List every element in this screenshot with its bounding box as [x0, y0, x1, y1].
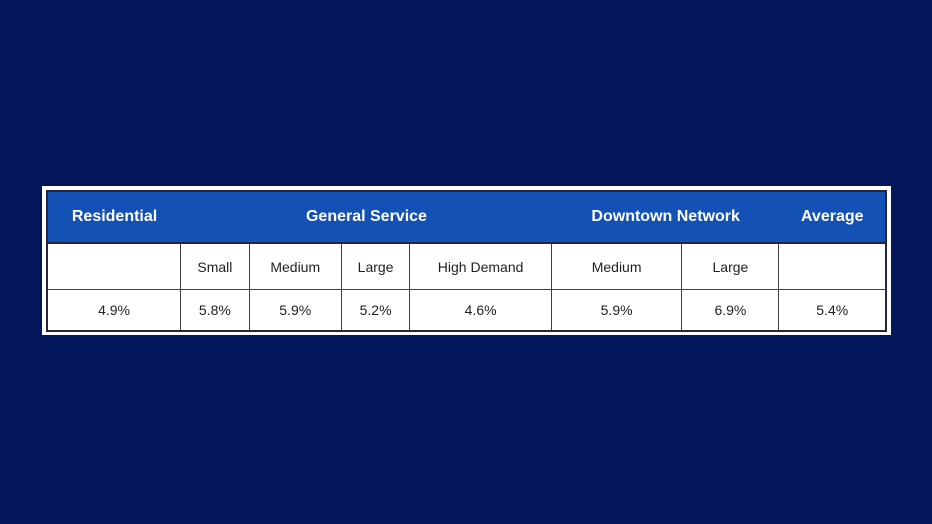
subheader-gs-small: Small [181, 244, 250, 290]
rates-table-frame: Residential General Service Downtown Net… [42, 186, 891, 335]
value-gs-large: 5.2% [341, 290, 411, 330]
header-residential: Residential [48, 192, 182, 244]
subheader-row: Small Medium Large High Demand Medium La… [48, 244, 885, 290]
value-gs-medium: 5.9% [249, 290, 342, 330]
header-average: Average [779, 192, 885, 244]
value-dn-large: 6.9% [682, 290, 780, 330]
header-row: Residential General Service Downtown Net… [48, 192, 885, 244]
header-general-service: General Service [181, 192, 552, 244]
subheader-average-blank [779, 244, 885, 290]
value-gs-small: 5.8% [181, 290, 250, 330]
header-downtown-network: Downtown Network [551, 192, 780, 244]
subheader-gs-medium: Medium [249, 244, 342, 290]
value-average: 5.4% [779, 290, 885, 330]
data-row: 4.9% 5.8% 5.9% 5.2% 4.6% 5.9% 6.9% 5.4% [48, 290, 885, 330]
subheader-dn-medium: Medium [551, 244, 683, 290]
subheader-gs-large: Large [341, 244, 411, 290]
rates-table: Residential General Service Downtown Net… [46, 190, 887, 332]
subheader-gs-high-demand: High Demand [410, 244, 552, 290]
subheader-dn-large: Large [682, 244, 780, 290]
subheader-residential-blank [48, 244, 182, 290]
value-dn-medium: 5.9% [551, 290, 683, 330]
value-gs-high-demand: 4.6% [410, 290, 552, 330]
value-residential: 4.9% [48, 290, 182, 330]
